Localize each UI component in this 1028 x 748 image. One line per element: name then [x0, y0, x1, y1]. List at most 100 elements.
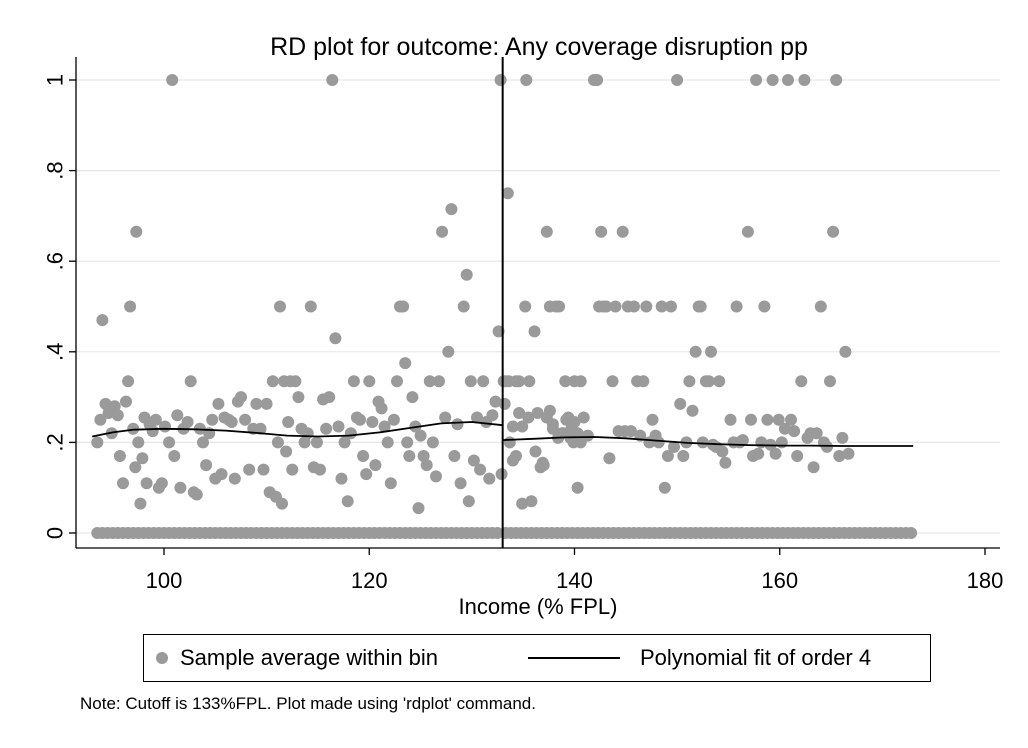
scatter-point-1-84: [772, 413, 785, 426]
scatter-point-0-163: [571, 481, 584, 494]
scatter-point-1-92: [798, 74, 811, 86]
scatter-point-1-97: [814, 300, 827, 313]
scatter-point-1-59: [696, 436, 709, 449]
scatter-point-0-99: [381, 436, 394, 449]
scatter-point-1-45: [655, 300, 668, 313]
x-tick-label-4: 180: [967, 568, 1004, 593]
fit-line-1: [502, 436, 914, 447]
scatter-point-0-110: [412, 502, 425, 515]
scatter-point-0-147: [522, 411, 535, 424]
scatter-point-0-74: [304, 300, 317, 313]
scatter-point-0-15: [130, 225, 143, 238]
scatter-point-0-69: [289, 375, 302, 388]
scatter-point-0-126: [460, 268, 473, 281]
scatter-point-0-77: [314, 463, 326, 476]
scatter-point-1-61: [702, 375, 715, 388]
scatter-point-0-9: [117, 477, 129, 490]
scatter-point-0-154: [543, 404, 556, 417]
scatter-point-0-150: [531, 407, 544, 419]
scatter-point-0-101: [387, 413, 400, 426]
y-tick-label-3: .6: [43, 252, 68, 270]
scatter-point-1-10: [540, 225, 553, 238]
scatter-point-1-44: [652, 436, 665, 449]
x-axis-label: Income (% FPL): [459, 594, 618, 619]
scatter-point-0-120: [442, 345, 455, 358]
scatter-point-0-82: [329, 332, 342, 345]
scatter-point-1-85: [775, 436, 788, 449]
scatter-point-0-31: [174, 481, 187, 494]
scatter-point-0-63: [276, 497, 288, 510]
scatter-point-0-18: [136, 452, 149, 465]
scatter-point-1-99: [821, 440, 833, 453]
scatter-point-0-3: [99, 397, 112, 410]
scatter-point-0-142: [506, 420, 519, 433]
scatter-point-0-57: [260, 397, 273, 410]
scatter-point-0-128: [464, 375, 477, 388]
scatter-point-1-103: [833, 450, 846, 462]
scatter-point-0-165: [577, 411, 590, 424]
scatter-point-1-56: [689, 345, 702, 358]
scatter-point-1-36: [628, 300, 640, 313]
scatter-point-0-56: [257, 463, 270, 476]
scatter-point-0-112: [417, 450, 430, 462]
scatter-point-0-124: [454, 477, 467, 490]
scatter-point-0-55: [254, 422, 267, 435]
scatter-point-0-130: [471, 411, 483, 424]
scatter-point-0-90: [354, 413, 366, 426]
scatter-point-0-84: [335, 472, 348, 485]
scatter-point-0-25: [155, 477, 168, 490]
legend-label-fit: Polynomial fit of order 4: [640, 645, 872, 670]
scatter-point-0-122: [448, 450, 461, 462]
legend-item-fit: Polynomial fit of order 4: [528, 635, 871, 681]
scatter-point-1-4: [513, 375, 526, 388]
scatter-point-0-131: [474, 463, 487, 476]
scatter-point-1-70: [730, 300, 743, 313]
scatter-point-0-44: [215, 468, 228, 481]
scatter-point-0-104: [397, 300, 410, 313]
scatter-point-1-29: [606, 375, 619, 388]
scatter-point-0-10: [120, 395, 132, 408]
scatter-point-1-32: [616, 225, 629, 238]
scatter-point-1-101: [827, 225, 840, 238]
y-tick-label-4: .8: [43, 161, 68, 179]
scatter-point-0-136: [489, 395, 502, 408]
scatter-point-0-79: [320, 422, 333, 435]
scatter-point-1-21: [581, 429, 594, 442]
scatter-point-1-95: [807, 461, 820, 474]
scatter-point-1-15: [560, 413, 573, 426]
scatter-point-0-0: [91, 436, 104, 449]
scatter-point-0-149: [528, 325, 541, 338]
scatter-point-1-96: [810, 427, 823, 440]
scatter-point-1-100: [824, 375, 836, 388]
scatter-point-1-91: [795, 375, 808, 388]
scatter-point-1-87: [782, 74, 794, 86]
scatter-point-0-157: [553, 300, 566, 313]
scatter-point-0-26: [159, 420, 171, 433]
scatter-point-0-73: [301, 427, 314, 440]
scatter-point-0-88: [347, 375, 360, 388]
scatter-point-0-23: [149, 413, 162, 426]
scatter-point-0-43: [212, 397, 225, 410]
scatter-point-0-2: [96, 314, 109, 327]
scatter-point-1-82: [766, 74, 779, 86]
scatter-point-0-105: [399, 357, 412, 370]
scatter-point-0-134: [483, 472, 496, 485]
scatter-point-0-47: [225, 416, 238, 428]
scatter-point-1-67: [719, 456, 732, 469]
scatter-point-0-139: [498, 397, 511, 410]
scatter-point-0-11: [122, 375, 135, 388]
scatter-point-0-159: [559, 375, 572, 388]
scatter-point-0-76: [310, 436, 323, 449]
scatter-point-0-50: [235, 391, 247, 404]
scatter-point-1-46: [658, 481, 671, 494]
scatter-point-1-52: [677, 450, 690, 462]
y-tick-label-1: .2: [43, 433, 68, 451]
scatter-point-0-51: [239, 413, 252, 426]
scatter-point-0-68: [286, 463, 299, 476]
scatter-point-0-113: [420, 459, 433, 472]
scatter-point-1-68: [724, 413, 737, 426]
scatter-point-1-27: [600, 300, 613, 313]
scatter-point-1-89: [788, 425, 801, 438]
legend: Sample average within bin Polynomial fit…: [143, 634, 931, 682]
scatter-point-0-61: [271, 436, 284, 449]
